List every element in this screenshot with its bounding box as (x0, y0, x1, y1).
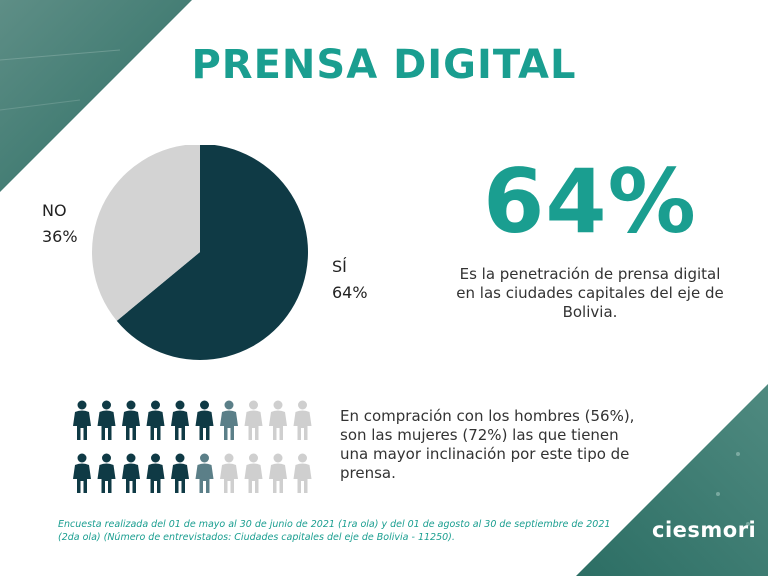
gender-comparison-text: En compración con los hombres (56%), son… (340, 407, 635, 482)
person-icon (97, 400, 116, 440)
person-icon (171, 400, 189, 440)
pie-label-si: SÍ 64% (332, 254, 368, 306)
person-icon (269, 400, 287, 440)
person-icon (293, 400, 312, 440)
person-icon (122, 453, 140, 493)
person-icon (73, 453, 91, 493)
people-row-women (73, 400, 312, 440)
person-icon (146, 453, 165, 493)
pie-label-no-name: NO (42, 201, 67, 220)
person-icon (220, 453, 238, 493)
person-icon (171, 453, 189, 493)
survey-footnote: Encuesta realizada del 01 de mayo al 30 … (58, 519, 611, 543)
pie-label-no: NO 36% (42, 198, 78, 250)
person-icon (97, 453, 116, 493)
person-icon (73, 400, 91, 440)
big-stat-value: 64% (483, 150, 697, 253)
person-icon (195, 453, 214, 493)
person-icon (269, 453, 287, 493)
person-icon (146, 400, 165, 440)
person-icon (293, 453, 312, 493)
pie-label-no-value: 36% (42, 227, 78, 246)
pie-slice-si (116, 145, 308, 360)
pie-slice-no (92, 145, 200, 321)
people-row-men (73, 453, 312, 493)
person-icon (220, 400, 238, 440)
pie-label-si-value: 64% (332, 283, 368, 302)
bottom-right-corner-decoration (576, 384, 768, 576)
page-title: PRENSA DIGITAL (191, 42, 577, 88)
pie-label-si-name: SÍ (332, 257, 347, 276)
top-left-corner-decoration (0, 0, 192, 192)
stat-description: Es la penetración de prensa digital en l… (456, 265, 724, 321)
pie-chart (92, 145, 308, 360)
brand-logo: ciesmori (652, 518, 757, 542)
person-icon (244, 400, 263, 440)
person-icon (244, 453, 263, 493)
person-icon (122, 400, 140, 440)
person-icon (195, 400, 214, 440)
